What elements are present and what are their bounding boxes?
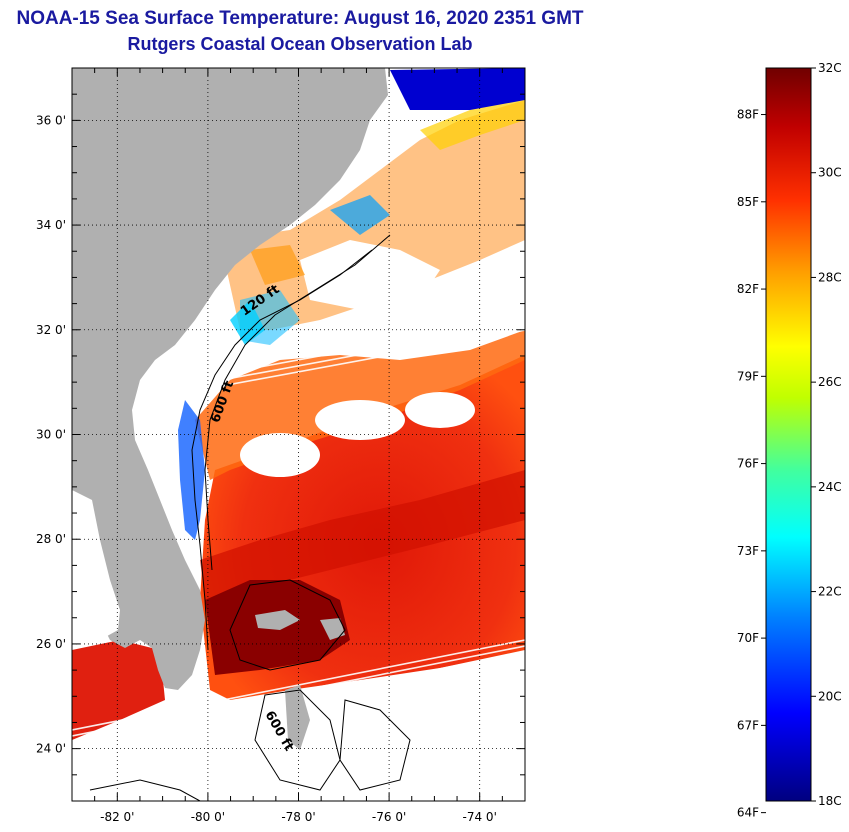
lon-tick-label: -74 0': [463, 810, 497, 824]
lat-tick-label: 34 0': [36, 218, 66, 232]
colorbar-labels: 32C 30C 28C 26C 24C 22C 20C 18C 88F 85F 82F 79F 76F 7…: [737, 61, 842, 820]
celsius-tick-label: 30C: [818, 166, 842, 180]
lon-tick-label: -76 0': [372, 810, 406, 824]
fahrenheit-tick-label: 88F: [737, 108, 759, 122]
celsius-tick-label: 28C: [818, 270, 842, 284]
lat-tick-label: 30 0': [36, 428, 66, 442]
lat-tick-label: 36 0': [36, 113, 66, 127]
fahrenheit-tick-label: 67F: [737, 718, 759, 732]
celsius-tick-label: 32C: [818, 61, 842, 75]
map-axes: [71, 67, 526, 802]
lon-tick-label: -78 0': [281, 810, 315, 824]
sst-coastal-blue: [178, 400, 205, 540]
lat-tick-label: 32 0': [36, 323, 66, 337]
bahamas-islands: [255, 610, 300, 630]
colorbar-ticks: [761, 67, 816, 814]
map-subtitle: Rutgers Coastal Ocean Observation Lab: [127, 34, 473, 54]
fahrenheit-tick-label: 82F: [737, 282, 759, 296]
sst-gulf-of-mexico: [72, 640, 165, 740]
fahrenheit-tick-label: 76F: [737, 457, 759, 471]
sst-gulf-stream: [200, 470, 525, 600]
fahrenheit-tick-label: 73F: [737, 544, 759, 558]
fahrenheit-tick-label: 70F: [737, 631, 759, 645]
celsius-tick-label: 26C: [818, 375, 842, 389]
celsius-tick-label: 24C: [818, 480, 842, 494]
map-frame: [72, 68, 525, 801]
celsius-tick-label: 18C: [818, 794, 842, 808]
fahrenheit-tick-label: 85F: [737, 195, 759, 209]
map-title: NOAA-15 Sea Surface Temperature: August …: [16, 8, 584, 29]
fahrenheit-tick-label: 64F: [737, 806, 759, 820]
map-axis-labels: 24 0' 26 0' 28 0' 30 0' 32 0' 34 0' 36 0' -82 0…: [36, 113, 497, 824]
lat-tick-label: 28 0': [36, 532, 66, 546]
lat-tick-label: 26 0': [36, 637, 66, 651]
colorbar: [765, 67, 812, 802]
celsius-tick-label: 20C: [818, 689, 842, 703]
lon-tick-label: -80 0': [191, 810, 225, 824]
land-mass: [72, 68, 388, 690]
fahrenheit-tick-label: 79F: [737, 369, 759, 383]
lat-tick-label: 24 0': [36, 742, 66, 756]
lon-tick-label: -82 0': [100, 810, 134, 824]
celsius-tick-label: 22C: [818, 585, 842, 599]
